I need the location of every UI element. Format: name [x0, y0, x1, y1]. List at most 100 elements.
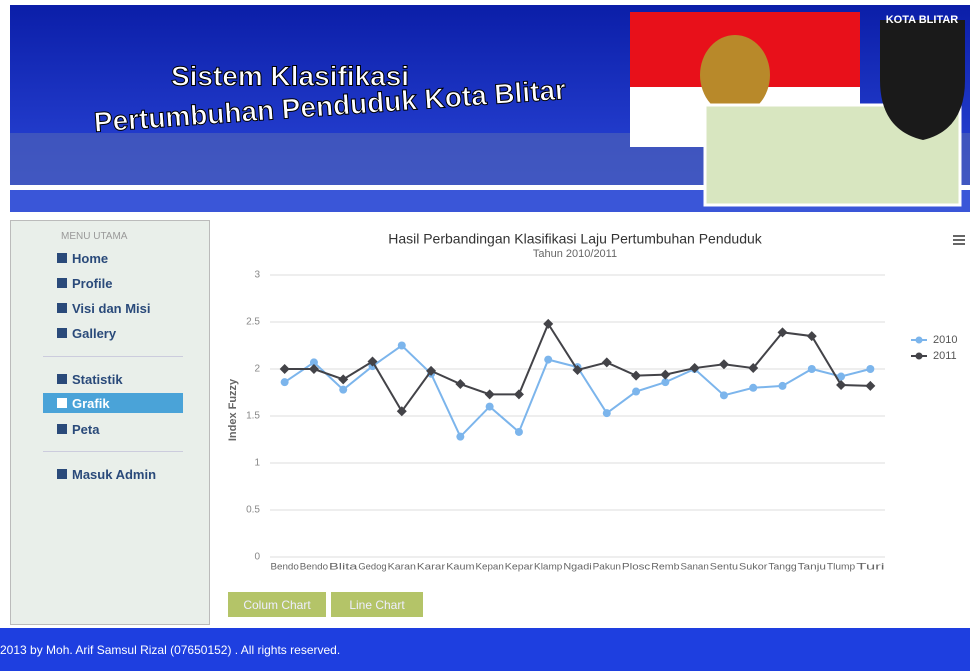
point [513, 389, 524, 400]
point [572, 364, 583, 375]
point [279, 364, 290, 374]
legend-marker [915, 352, 923, 360]
y-tick-label: 3 [254, 270, 260, 281]
point [338, 374, 349, 385]
x-tick-label: Plosc [622, 561, 651, 571]
point [836, 379, 847, 390]
emblem-label: KOTA BLITAR [886, 14, 959, 26]
menu-item[interactable]: Profile [57, 273, 112, 293]
point [631, 370, 642, 381]
menu-label: Profile [72, 275, 113, 291]
point [718, 359, 729, 370]
x-tick-label: Tlump [827, 561, 855, 571]
x-tick-label: Karar [417, 561, 445, 571]
divider [43, 451, 183, 452]
y-tick-label: 1 [254, 458, 260, 469]
x-tick-label: Pakun [593, 561, 621, 571]
y-tick-label: 0.5 [246, 505, 260, 516]
menu-label: Visi dan Misi [72, 300, 151, 316]
point [866, 365, 875, 373]
x-tick-label: Tanju [798, 561, 826, 571]
point [514, 427, 523, 436]
point [544, 355, 553, 364]
x-tick-label: Tangg [768, 561, 796, 571]
point [456, 432, 465, 441]
sidebar: MENU UTAMA Home Profile Visi dan Misi Ga… [10, 220, 210, 625]
legend-label: 2010 [933, 334, 957, 346]
y-tick-label: 2.5 [246, 317, 260, 328]
menu-item-active[interactable]: Grafik [43, 393, 183, 413]
menu-label: Home [72, 250, 109, 266]
point [280, 378, 289, 387]
x-tick-label: Sanan [681, 561, 709, 571]
point [396, 406, 407, 417]
chart-panel: Hasil Perbandingan Klasifikasi Laju Pert… [213, 220, 970, 610]
chart-subtitle: Tahun 2010/2011 [533, 248, 617, 260]
x-tick-label: Gedog [358, 561, 386, 571]
menu-item[interactable]: Masuk Admin [57, 464, 156, 484]
menu-heading: MENU UTAMA [61, 231, 128, 242]
point [632, 387, 641, 396]
map [703, 103, 962, 207]
point [397, 341, 406, 350]
menu-item[interactable]: Visi dan Misi [57, 298, 151, 318]
legend-label: 2011 [933, 350, 957, 362]
menu-label: Masuk Admin [72, 466, 157, 482]
button[interactable]: Colum Chart [228, 592, 326, 617]
menu-item[interactable]: Gallery [57, 323, 116, 343]
point [455, 379, 466, 390]
point [837, 372, 846, 381]
emblem [880, 20, 965, 140]
menu-label: Peta [72, 421, 100, 437]
point [865, 380, 876, 391]
y-tick-label: 0 [254, 552, 260, 563]
garuda [700, 35, 770, 115]
menu-item[interactable]: Home [57, 248, 108, 268]
point [426, 365, 437, 376]
point [748, 363, 759, 374]
x-tick-label: Remb [651, 561, 679, 571]
point [602, 409, 611, 418]
point [660, 369, 671, 380]
title-line1: Sistem Klasifikasi [171, 60, 409, 91]
x-tick-label: Kepan [476, 561, 504, 571]
point [719, 391, 728, 400]
y-tick-label: 2 [254, 364, 260, 375]
x-tick-label: Blita [329, 561, 357, 571]
x-tick-label: Sentu [710, 561, 738, 571]
menu-icon[interactable] [953, 235, 965, 245]
x-tick-label: Kaum [446, 561, 474, 571]
point [601, 357, 612, 368]
x-tick-label: Kepar [505, 561, 533, 571]
point [807, 365, 816, 373]
point [484, 389, 495, 400]
menu-item[interactable]: Statistik [57, 369, 123, 389]
footer: 2013 by Moh. Arif Samsul Rizal (07650152… [0, 628, 970, 671]
menu-label: Statistik [72, 371, 123, 387]
y-tick-label: 1.5 [246, 411, 260, 422]
point [661, 378, 670, 387]
point [777, 327, 788, 338]
button[interactable]: Line Chart [331, 592, 423, 617]
chart: Hasil Perbandingan Klasifikasi Laju Pert… [227, 231, 965, 571]
legend-marker [915, 336, 923, 344]
point [749, 383, 758, 392]
x-tick-label: Bendo [271, 561, 299, 571]
point [543, 318, 554, 329]
menu-item[interactable]: Peta [57, 419, 99, 439]
point [309, 358, 318, 367]
point [367, 356, 378, 367]
point [806, 331, 817, 342]
y-axis-label: Index Fuzzy [227, 378, 239, 441]
header: Sistem Klasifikasi Pertumbuhan Penduduk … [10, 5, 970, 212]
menu-label: Grafik [72, 395, 110, 411]
x-tick-label: Karan [388, 561, 416, 571]
point [689, 363, 700, 374]
x-tick-label: Klamp [534, 561, 562, 571]
point [485, 402, 494, 411]
x-tick-label: Ngadi [563, 561, 591, 571]
x-tick-label: Sukor [739, 561, 767, 571]
divider [43, 356, 183, 357]
x-tick-label: Turi [856, 561, 884, 571]
